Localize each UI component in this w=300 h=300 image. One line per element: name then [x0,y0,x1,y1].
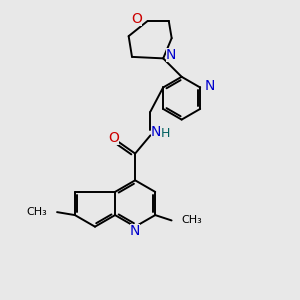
Text: N: N [205,79,215,93]
Text: H: H [161,128,170,140]
Text: O: O [109,131,119,146]
Text: CH₃: CH₃ [26,207,47,217]
Text: CH₃: CH₃ [181,215,202,225]
Text: N: N [130,224,140,238]
Text: N: N [166,48,176,62]
Text: N: N [151,125,161,140]
Text: O: O [131,12,142,26]
